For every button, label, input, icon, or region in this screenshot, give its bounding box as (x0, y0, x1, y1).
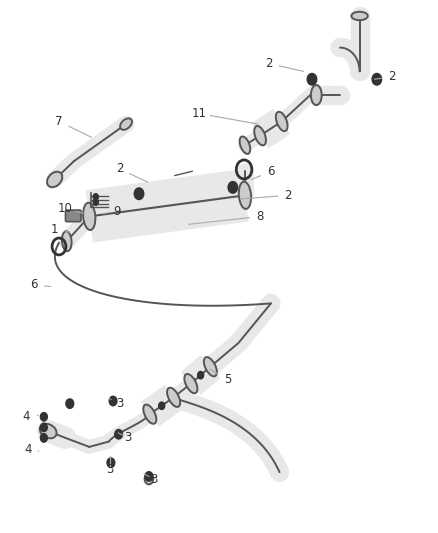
Circle shape (134, 188, 144, 199)
Text: 5: 5 (224, 374, 231, 386)
Text: 3: 3 (124, 431, 132, 445)
Circle shape (159, 402, 165, 409)
Text: 2: 2 (284, 189, 292, 202)
Circle shape (109, 396, 117, 406)
Text: 11: 11 (192, 107, 207, 120)
Ellipse shape (254, 126, 266, 146)
FancyBboxPatch shape (66, 210, 81, 222)
Text: 8: 8 (256, 210, 264, 223)
Text: 6: 6 (267, 165, 275, 178)
Ellipse shape (120, 118, 132, 130)
Circle shape (93, 193, 99, 200)
Ellipse shape (47, 172, 62, 187)
Ellipse shape (167, 387, 180, 407)
Ellipse shape (311, 85, 321, 105)
Text: 3: 3 (106, 463, 114, 476)
Ellipse shape (351, 12, 368, 20)
Circle shape (145, 472, 153, 481)
Circle shape (93, 199, 99, 205)
Circle shape (307, 74, 317, 85)
Ellipse shape (143, 405, 156, 424)
Ellipse shape (204, 357, 217, 376)
Circle shape (66, 399, 74, 408)
Circle shape (40, 413, 47, 421)
Ellipse shape (40, 424, 57, 438)
Text: 2: 2 (388, 70, 396, 83)
Text: 4: 4 (23, 410, 30, 423)
Circle shape (372, 74, 381, 85)
Ellipse shape (276, 112, 288, 131)
Circle shape (198, 372, 204, 379)
Text: 1: 1 (51, 223, 58, 236)
Text: 9: 9 (113, 205, 121, 217)
Circle shape (107, 458, 115, 467)
Ellipse shape (145, 474, 153, 484)
Circle shape (40, 423, 47, 432)
Text: 3: 3 (116, 397, 123, 410)
Ellipse shape (62, 231, 71, 251)
Ellipse shape (239, 182, 251, 209)
Circle shape (115, 430, 123, 439)
Text: 3: 3 (150, 473, 158, 486)
Text: 7: 7 (55, 115, 63, 128)
Text: 4: 4 (24, 443, 32, 456)
Text: 10: 10 (58, 202, 73, 215)
Text: 6: 6 (30, 278, 38, 292)
Ellipse shape (240, 136, 250, 154)
Circle shape (228, 182, 237, 193)
Circle shape (40, 434, 47, 442)
Ellipse shape (83, 203, 95, 230)
Text: 2: 2 (116, 163, 123, 175)
Ellipse shape (184, 374, 198, 393)
Text: 2: 2 (265, 57, 272, 70)
